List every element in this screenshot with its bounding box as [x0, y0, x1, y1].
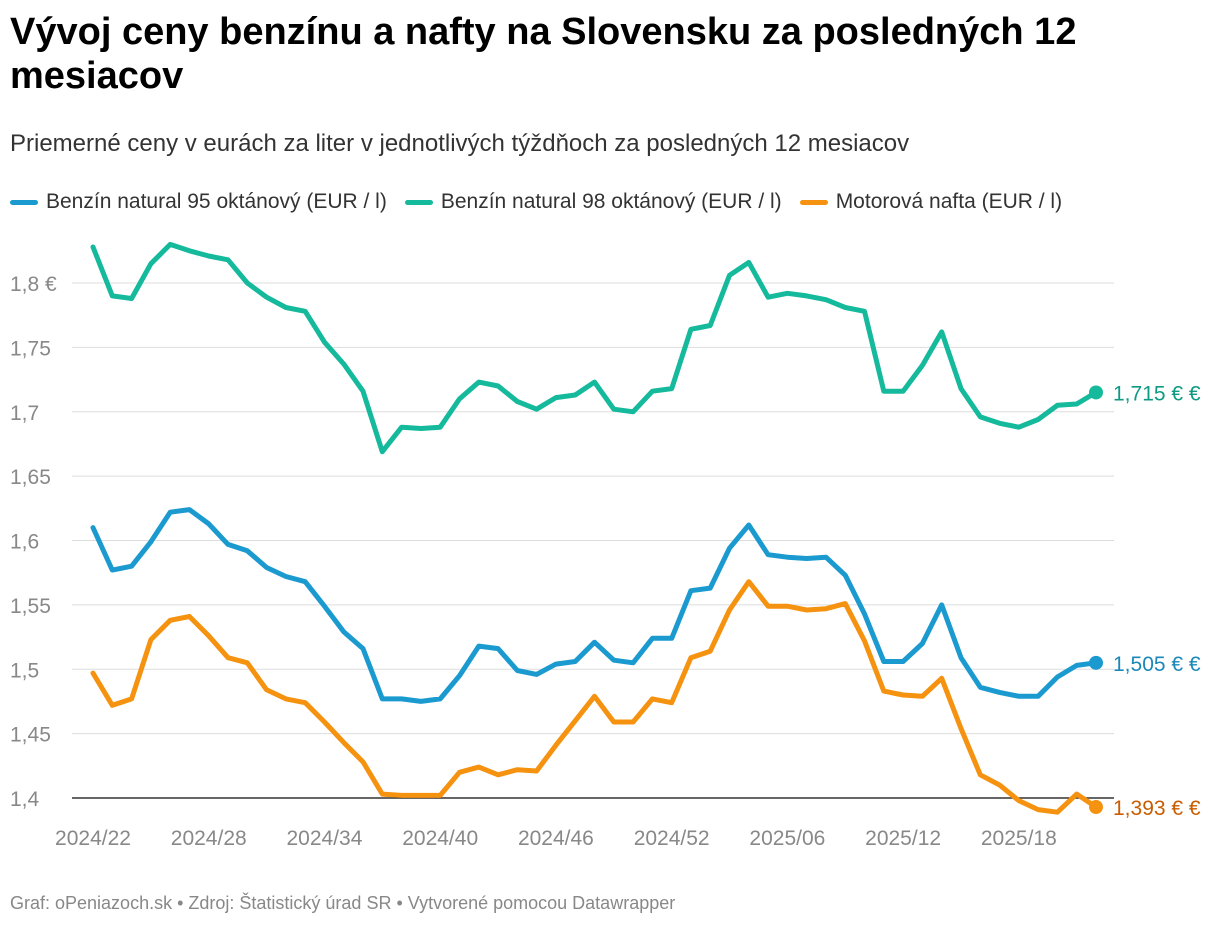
y-tick-label: 1,45 [10, 724, 51, 747]
series-end-label: 1,505 € € [1113, 653, 1201, 676]
y-tick-label: 1,65 [10, 466, 51, 489]
series-line [90, 579, 1099, 815]
series-lines [90, 241, 1099, 815]
series-line [90, 507, 1099, 704]
y-tick-label: 1,75 [10, 337, 51, 360]
legend-item-benzin-98: Benzín natural 98 oktánový (EUR / l) [404, 190, 782, 214]
x-axis-ticks: 2024/22 2024/28 2024/34 2024/40 2024/46 2024/… [55, 827, 1057, 850]
chart-subtitle: Priemerné ceny v eurách za liter v jedno… [10, 130, 910, 157]
legend-item-benzin-95: Benzín natural 95 oktánový (EUR / l) [10, 190, 387, 214]
series-end-label: 1,715 € € [1113, 382, 1201, 405]
x-tick-label: 2025/18 [981, 827, 1057, 850]
y-axis-ticks: 1,4 1,45 1,5 1,55 1,6 1,65 1,7 1,75 1,8 € [10, 273, 57, 811]
legend-item-nafta: Motorová nafta (EUR / l) [799, 190, 1063, 214]
chart-legend: Benzín natural 95 oktánový (EUR / l) Ben… [10, 190, 1062, 214]
x-tick-label: 2025/06 [749, 827, 825, 850]
y-tick-label: 1,6 [10, 531, 39, 554]
series-end-dot [1089, 385, 1103, 400]
x-tick-label: 2024/22 [55, 827, 131, 850]
x-tick-label: 2025/12 [865, 827, 941, 850]
chart-title: Vývoj ceny benzínu a nafty na Slovensku … [10, 11, 1077, 97]
legend-label-nafta: Motorová nafta (EUR / l) [835, 190, 1063, 213]
series-line [90, 241, 1099, 455]
legend-label-benzin-95: Benzín natural 95 oktánový (EUR / l) [46, 190, 387, 213]
y-tick-label: 1,8 € [10, 273, 57, 296]
y-tick-label: 1,5 [10, 659, 39, 682]
x-tick-label: 2024/28 [171, 827, 247, 850]
y-tick-label: 1,4 [10, 788, 40, 811]
y-tick-label: 1,55 [10, 595, 51, 618]
x-tick-label: 2024/34 [287, 827, 363, 850]
y-tick-label: 1,7 [10, 402, 39, 425]
series-end-label: 1,393 € € [1113, 797, 1201, 820]
series-end-dot [1089, 655, 1103, 670]
series-end-markers: 1,393 € € 1,505 € € 1,715 € € [1089, 382, 1201, 820]
legend-swatch-nafta [799, 199, 828, 205]
legend-swatch-benzin-95 [10, 199, 38, 205]
line-chart: 1,4 1,45 1,5 1,55 1,6 1,65 1,7 1,75 1,8 € 2024/2… [10, 241, 1201, 850]
legend-swatch-benzin-98 [404, 199, 433, 205]
series-end-dot [1089, 800, 1103, 815]
chart-footer-source: Graf: oPeniazoch.sk • Zdroj: Štatistický… [10, 893, 676, 913]
x-tick-label: 2024/40 [402, 827, 478, 850]
x-tick-label: 2024/46 [518, 827, 594, 850]
legend-label-benzin-98: Benzín natural 98 oktánový (EUR / l) [440, 190, 782, 213]
x-tick-label: 2024/52 [634, 827, 710, 850]
